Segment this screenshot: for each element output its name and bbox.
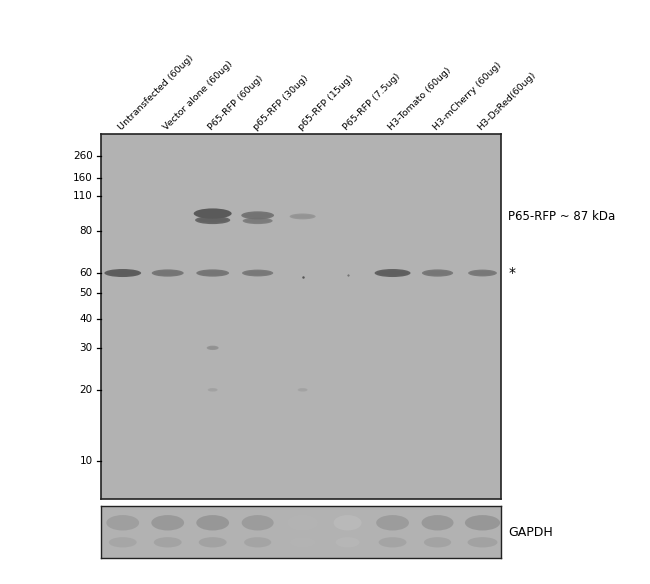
- Ellipse shape: [422, 515, 454, 530]
- Ellipse shape: [335, 537, 359, 547]
- Text: 60: 60: [80, 268, 93, 278]
- Ellipse shape: [292, 215, 314, 218]
- Text: P65-RFP (60ug): P65-RFP (60ug): [206, 74, 265, 132]
- Ellipse shape: [151, 515, 184, 530]
- Text: p65-RFP (30ug): p65-RFP (30ug): [252, 73, 310, 132]
- Ellipse shape: [199, 271, 227, 275]
- Ellipse shape: [377, 270, 408, 276]
- Ellipse shape: [107, 515, 139, 530]
- Ellipse shape: [151, 269, 184, 277]
- Ellipse shape: [465, 515, 500, 530]
- Ellipse shape: [241, 211, 274, 220]
- Ellipse shape: [471, 271, 495, 275]
- Text: Vector alone (60ug): Vector alone (60ug): [161, 59, 234, 132]
- Ellipse shape: [194, 208, 231, 218]
- Ellipse shape: [245, 219, 270, 223]
- Text: H3-DsRed(60ug): H3-DsRed(60ug): [476, 70, 538, 132]
- Ellipse shape: [198, 218, 228, 223]
- Text: 110: 110: [73, 192, 93, 201]
- Ellipse shape: [424, 537, 451, 547]
- Text: *: *: [508, 266, 515, 280]
- Ellipse shape: [244, 213, 272, 218]
- Text: Untransfected (60ug): Untransfected (60ug): [116, 53, 195, 132]
- Ellipse shape: [154, 537, 181, 547]
- Ellipse shape: [376, 515, 409, 530]
- Text: p65-RFP (15ug): p65-RFP (15ug): [296, 74, 355, 132]
- Ellipse shape: [196, 210, 229, 217]
- Text: 160: 160: [73, 173, 93, 183]
- Ellipse shape: [242, 217, 272, 224]
- Ellipse shape: [209, 389, 217, 391]
- Ellipse shape: [244, 271, 271, 275]
- Ellipse shape: [207, 346, 218, 349]
- Text: 260: 260: [73, 151, 93, 161]
- Ellipse shape: [298, 388, 307, 392]
- Ellipse shape: [333, 515, 361, 530]
- Text: 30: 30: [80, 343, 93, 353]
- Ellipse shape: [242, 515, 274, 530]
- Ellipse shape: [109, 537, 136, 547]
- Ellipse shape: [468, 270, 497, 276]
- Ellipse shape: [244, 537, 271, 547]
- Ellipse shape: [379, 537, 406, 547]
- Ellipse shape: [105, 269, 141, 277]
- Text: H3-Tomato (60ug): H3-Tomato (60ug): [386, 65, 452, 132]
- Text: 20: 20: [80, 385, 93, 395]
- Ellipse shape: [195, 216, 230, 224]
- Text: 10: 10: [80, 456, 93, 466]
- Text: GAPDH: GAPDH: [508, 526, 553, 538]
- Ellipse shape: [196, 515, 229, 530]
- Text: H3-mCherry (60ug): H3-mCherry (60ug): [431, 60, 502, 132]
- Text: P65-RFP ~ 87 kDa: P65-RFP ~ 87 kDa: [508, 210, 616, 223]
- Text: 50: 50: [80, 288, 93, 298]
- Ellipse shape: [424, 271, 451, 275]
- Ellipse shape: [154, 271, 181, 275]
- Ellipse shape: [242, 270, 273, 276]
- Ellipse shape: [298, 389, 307, 391]
- Ellipse shape: [199, 537, 227, 547]
- Ellipse shape: [374, 269, 411, 277]
- Ellipse shape: [290, 537, 315, 547]
- Ellipse shape: [208, 388, 218, 392]
- Ellipse shape: [207, 346, 218, 350]
- Ellipse shape: [422, 269, 453, 277]
- Ellipse shape: [107, 270, 138, 276]
- Text: P65-RFP (7.5ug): P65-RFP (7.5ug): [341, 71, 402, 132]
- Ellipse shape: [288, 515, 318, 530]
- Ellipse shape: [196, 269, 229, 277]
- Ellipse shape: [467, 537, 497, 547]
- Ellipse shape: [290, 214, 316, 220]
- Text: 80: 80: [80, 226, 93, 236]
- Text: 40: 40: [80, 314, 93, 324]
